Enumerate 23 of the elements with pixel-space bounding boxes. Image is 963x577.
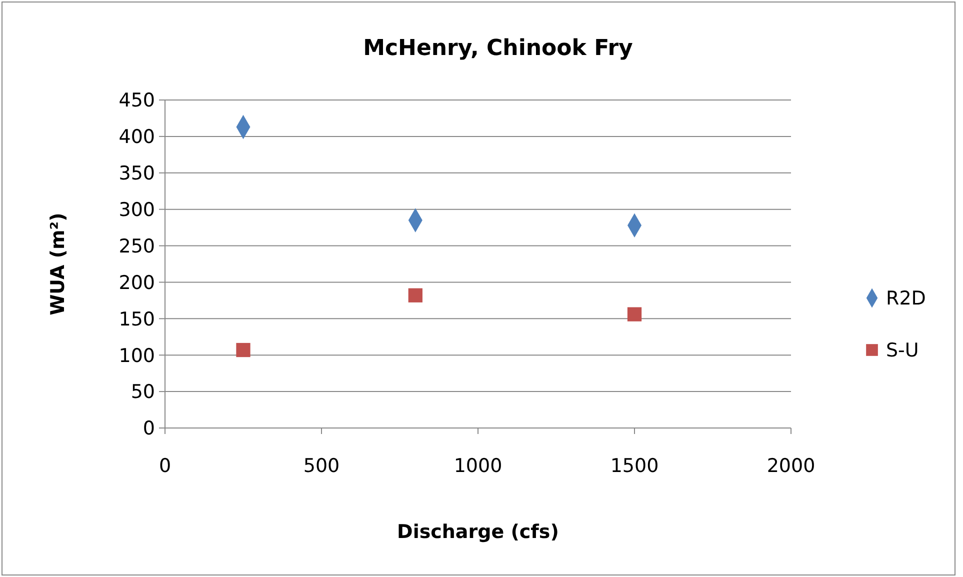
legend-label: R2D bbox=[886, 288, 926, 310]
point bbox=[627, 307, 642, 322]
y-tick-label: 400 bbox=[118, 126, 155, 148]
y-tick-label: 150 bbox=[118, 308, 155, 330]
x-tick-label: 0 bbox=[158, 455, 172, 477]
y-tick-label: 0 bbox=[142, 418, 155, 440]
x-tick-label: 500 bbox=[303, 455, 340, 477]
y-tick-label: 450 bbox=[118, 90, 155, 112]
point bbox=[408, 288, 422, 302]
y-tick-label: 300 bbox=[118, 198, 155, 221]
x-tick-label: 1500 bbox=[610, 455, 659, 477]
x-tick-label: 2000 bbox=[766, 455, 816, 477]
y-tick-label: 250 bbox=[118, 235, 155, 258]
x-axis-title: Discharge (cfs) bbox=[397, 521, 559, 543]
x-tick-label: 1000 bbox=[454, 455, 502, 477]
chart-title: McHenry, Chinook Fry bbox=[363, 36, 633, 61]
y-tick-label: 200 bbox=[118, 272, 155, 294]
y-axis-title: WUA (m²) bbox=[47, 212, 69, 316]
legend-label: S-U bbox=[886, 340, 919, 362]
y-tick-label: 350 bbox=[118, 162, 155, 185]
y-tick-label: 100 bbox=[118, 344, 155, 367]
y-tick-label: 50 bbox=[130, 381, 155, 404]
point bbox=[236, 342, 250, 358]
